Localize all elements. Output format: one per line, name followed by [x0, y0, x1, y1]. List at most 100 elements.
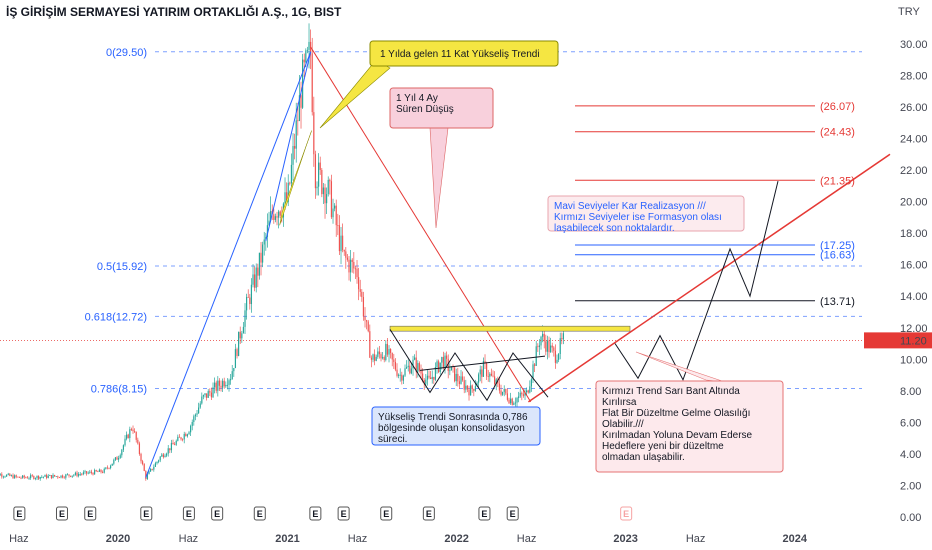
candle-body [374, 354, 376, 361]
candle-body [482, 360, 485, 377]
candle-body [25, 477, 27, 479]
candle-body [222, 380, 224, 388]
candle-body [86, 471, 88, 474]
candle-body [180, 437, 182, 440]
candle-body [202, 395, 205, 397]
x-tick-label: Haz [517, 533, 537, 545]
candle-body [132, 429, 134, 432]
candle-body [366, 320, 368, 322]
candle-body [175, 440, 177, 445]
y-tick-label: 18.00 [900, 228, 928, 240]
candle-body [260, 252, 262, 263]
x-tick-label: Haz [9, 533, 29, 545]
candle-body [68, 474, 70, 476]
candle-body [42, 476, 45, 478]
candle-body [479, 369, 481, 375]
candle-body [250, 284, 253, 305]
candle-body [417, 363, 419, 372]
candle-body [306, 49, 309, 51]
candle-body [6, 474, 8, 477]
candle-body [174, 444, 176, 446]
y-tick-label: 28.00 [900, 70, 928, 82]
candle-body [500, 390, 502, 395]
candle-body [364, 316, 366, 321]
candle-body [54, 474, 56, 477]
candle-body [206, 393, 208, 398]
earnings-marker-label: E [16, 509, 22, 519]
target-level-label: (24.43) [820, 127, 855, 139]
currency-label: TRY [898, 6, 920, 18]
decline-note-text: 1 Yıl 4 Ay [396, 93, 438, 104]
candle-body [113, 459, 115, 464]
candle-body [407, 365, 409, 368]
candle-body [426, 375, 429, 380]
candle-body [106, 467, 109, 469]
consolidation-note-text: Yükseliş Trendi Sonrasında 0,786 [378, 412, 528, 423]
candle-body [143, 464, 145, 471]
candle-body [380, 354, 382, 359]
target-level-label: (13.71) [820, 296, 855, 308]
earnings-marker-label: E [341, 509, 347, 519]
candle-body [356, 268, 358, 278]
scenario-note-text: olmadan ulaşabilir. [602, 452, 685, 463]
earnings-marker-label: E [186, 509, 192, 519]
candle-body [554, 350, 557, 363]
candle-body [146, 474, 149, 479]
candle-body [532, 364, 534, 380]
decline-note-text: Süren Düşüş [396, 104, 454, 115]
candle-body [537, 346, 539, 348]
candle-body [460, 376, 462, 384]
candle-body [270, 211, 272, 221]
candle-body [12, 475, 14, 479]
candle-body [553, 347, 555, 351]
candle-body [169, 448, 171, 451]
candle-body [340, 235, 342, 252]
candle-body [446, 355, 448, 359]
candle-body [361, 291, 363, 297]
candle-body [476, 382, 478, 387]
candle-body [508, 399, 510, 404]
candle-body [156, 461, 158, 464]
candle-body [74, 472, 77, 475]
candle-body [239, 331, 241, 339]
candle-body [343, 249, 345, 252]
candle-body [433, 376, 435, 380]
chart-title: İŞ GİRİŞİM SERMAYESİ YATIRIM ORTAKLIĞI A… [6, 5, 342, 19]
candle-body [159, 456, 161, 461]
candle-body [172, 442, 174, 445]
candle-body [161, 454, 163, 457]
candle-body [62, 475, 64, 478]
candle-body [487, 376, 489, 378]
candle-body [178, 436, 181, 438]
earnings-marker [13, 506, 26, 521]
candle-body [33, 476, 35, 479]
fib-level-label: 0(29.50) [106, 47, 147, 59]
candle-body [111, 463, 113, 466]
candle-body [527, 390, 529, 393]
candle-body [73, 474, 75, 476]
candle-body [516, 398, 518, 403]
candle-body [471, 385, 473, 389]
candle-body [254, 274, 256, 288]
target-level-label: (26.07) [820, 101, 855, 113]
candle-body [242, 326, 245, 334]
candle-body [431, 376, 433, 379]
candle-body [455, 373, 457, 382]
candle-body [215, 382, 217, 391]
candle-body [394, 361, 397, 370]
rise-trend-text: 1 Yılda gelen 11 Kat Yükseliş Trendi [380, 49, 540, 60]
y-tick-label: 30.00 [900, 39, 928, 51]
candle-body [346, 257, 349, 260]
x-tick-label: Haz [179, 533, 199, 545]
y-tick-label: 20.00 [900, 197, 928, 209]
scenario-note-text: Flat Bir Düzeltme Gelme Olasılığı [602, 408, 750, 419]
candle-body [10, 475, 13, 477]
candle-body [23, 475, 25, 478]
candle-body [436, 361, 438, 367]
candle-body [58, 477, 61, 479]
candle-body [119, 455, 121, 459]
candle-body [542, 333, 544, 337]
candle-body [0, 474, 1, 476]
candle-body [561, 338, 563, 340]
